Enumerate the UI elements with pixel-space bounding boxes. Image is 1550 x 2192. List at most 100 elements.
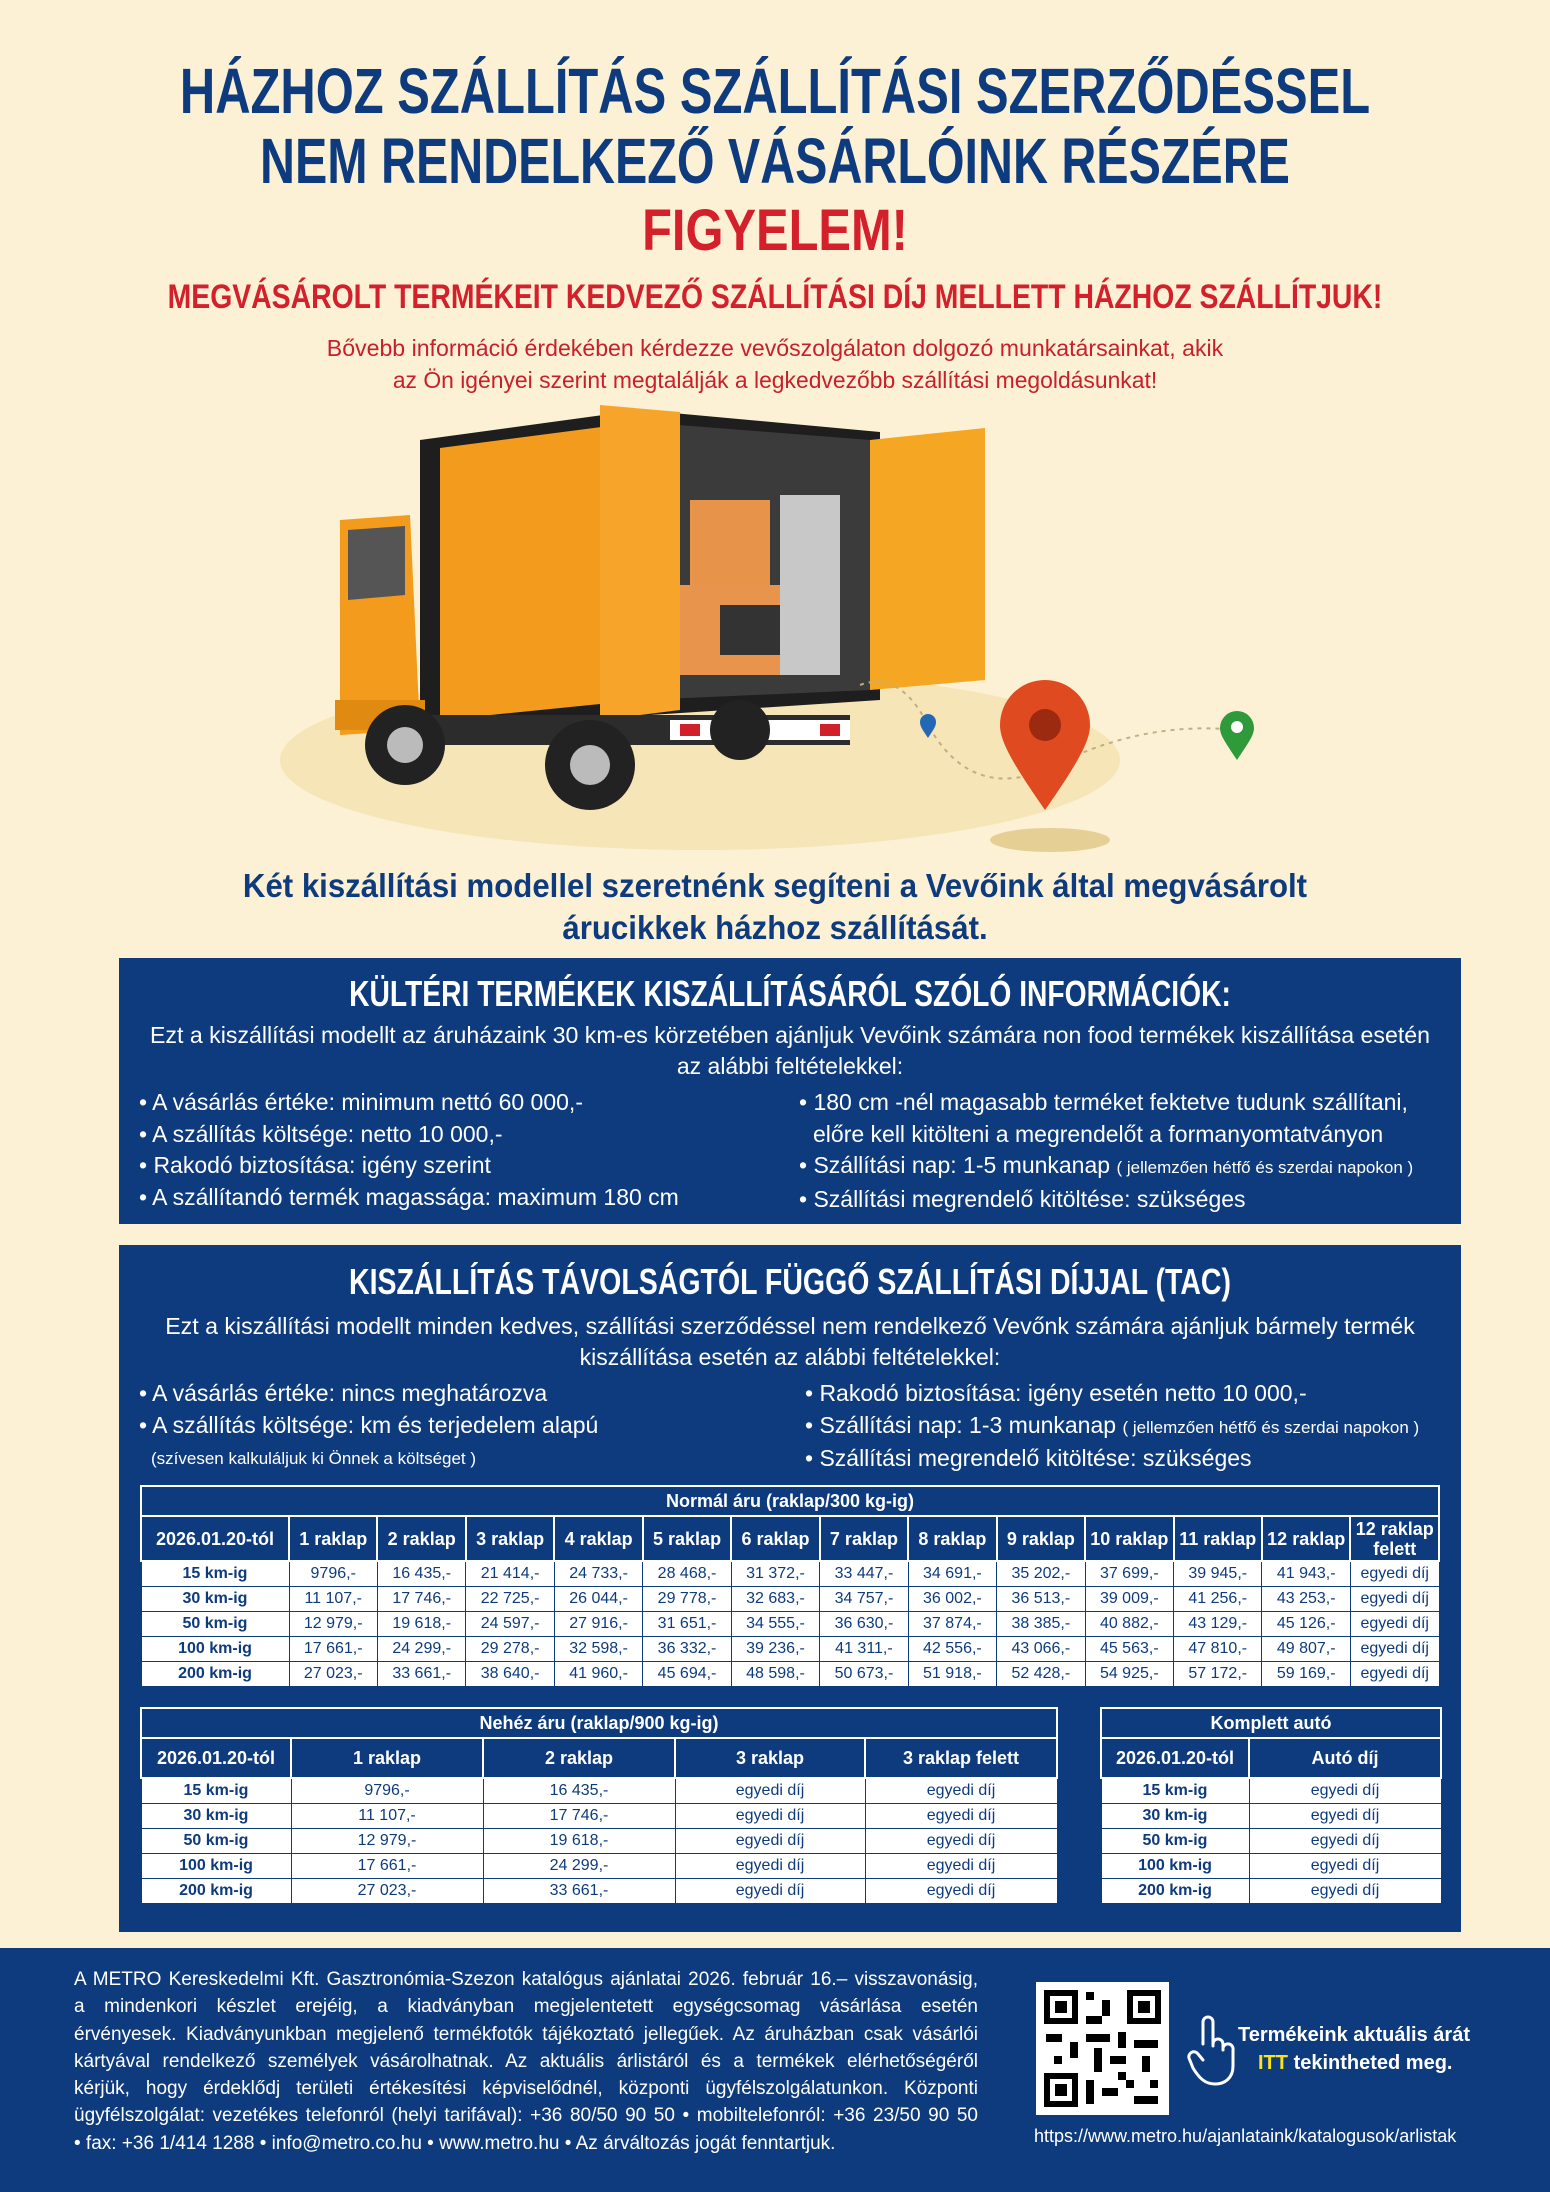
cta-rest: tekintheted meg. — [1293, 2052, 1453, 2074]
table-row: 200 km-ig 27 023,- 33 661,- egyedi díj egyed… — [140, 1878, 1058, 1904]
condition-text: • A vásárlás értéke: minimum nettó 60 00… — [139, 1089, 583, 1115]
table-caption: Nehéz áru (raklap/900 kg-ig) — [140, 1707, 1058, 1739]
table-cell: 24 733,- — [553, 1560, 644, 1587]
table-cell: egyedi díj — [1349, 1586, 1440, 1612]
section-outdoor: KÜLTÉRI TERMÉKEK KISZÁLLÍTÁSÁRÓL SZÓLÓ I… — [119, 958, 1461, 1224]
table-cell: 16 435,- — [376, 1560, 467, 1587]
legal-line: érvényesek. Kiadványunkban megjelenő ter… — [74, 2023, 978, 2045]
row-label: 50 km-ig — [1100, 1828, 1250, 1854]
table-cell: 33 661,- — [376, 1661, 467, 1687]
table-cell: 12 979,- — [288, 1611, 378, 1637]
table-cell: 24 597,- — [465, 1611, 555, 1637]
table-cell: 41 960,- — [553, 1661, 644, 1687]
table-cell: 27 916,- — [553, 1611, 644, 1637]
section-description: Ezt a kiszállítási modellt az áruházaink… — [149, 1022, 1431, 1048]
table-cell: 35 202,- — [996, 1560, 1086, 1587]
table-cell: 36 002,- — [907, 1586, 998, 1612]
table-cell: egyedi díj — [1248, 1853, 1442, 1879]
legal-line: kérjük, hogy érdeklődj területi értékesí… — [74, 2078, 978, 2100]
column-header: 5 raklap — [641, 1515, 733, 1562]
qr-code[interactable] — [1036, 1982, 1169, 2115]
table-row: 50 km-ig 12 979,- 19 618,- egyedi díj egyedi… — [140, 1828, 1058, 1854]
table-cell: 57 172,- — [1173, 1661, 1263, 1687]
table-cell: 31 372,- — [730, 1560, 821, 1587]
condition-text: • A szállítás költsége: km és terjedelem… — [139, 1411, 599, 1438]
row-label: 15 km-ig — [1100, 1777, 1250, 1804]
table-cell: egyedi díj — [1349, 1636, 1440, 1662]
condition-text: • Szállítási nap: 1-5 munkanap — [799, 1152, 1111, 1178]
section-title: KISZÁLLÍTÁS TÁVOLSÁGTÓL FÜGGŐ SZÁLLÍTÁSI… — [349, 1261, 1231, 1302]
table-cell: egyedi díj — [864, 1777, 1058, 1804]
table-cell: 33 661,- — [482, 1878, 676, 1904]
table-cell: 37 874,- — [907, 1611, 998, 1637]
cta: Termékeink aktuális árát ITT tekintheted… — [1238, 2021, 1470, 2077]
condition-item: • Szállítási nap: 1-3 munkanap ( jellemz… — [805, 1410, 1419, 1444]
legal-line: A METRO Kereskedelmi Kft. Gasztronómia-S… — [74, 1969, 978, 1990]
table-row: 15 km-ig egyedi díj — [1100, 1777, 1442, 1804]
condition-text: • A szállítandó termék magassága: maximu… — [139, 1183, 679, 1210]
condition-list: • 180 cm -nél magasabb terméket fektetve… — [799, 1087, 1413, 1215]
table-cell: 50 673,- — [819, 1661, 909, 1687]
section-description: Ezt a kiszállítási modellt minden kedves… — [165, 1313, 1415, 1339]
condition-item: • A szállítás költsége: netto 10 000,- — [139, 1119, 679, 1151]
cta-line: ITT tekintheted meg. — [1238, 2049, 1470, 2077]
condition-note: (szívesen kalkuláljuk ki Önnek a költség… — [151, 1449, 477, 1468]
legal-line: kártyával rendelkező személyek vásárolha… — [74, 2050, 978, 2072]
condition-item: • Szállítási nap: 1-5 munkanap ( jellemz… — [799, 1150, 1413, 1184]
section-title: KÜLTÉRI TERMÉKEK KISZÁLLÍTÁSÁRÓL SZÓLÓ I… — [349, 973, 1231, 1014]
table-cell: egyedi díj — [864, 1878, 1058, 1904]
condition-item: • Rakodó biztosítása: igény szerint — [139, 1150, 679, 1182]
table-row: 30 km-ig 11 107,- 17 746,- 22 725,- 26 044,-… — [140, 1586, 1440, 1612]
column-header: 3 raklap — [674, 1737, 866, 1779]
column-header: 12 raklap — [1260, 1515, 1352, 1562]
condition-item: • A szállítandó termék magassága: maximu… — [139, 1182, 679, 1214]
legal-text: A METRO Kereskedelmi Kft. Gasztronómia-S… — [74, 1966, 978, 2157]
row-label: 100 km-ig — [140, 1636, 290, 1662]
table-cell: 49 807,- — [1261, 1636, 1351, 1662]
price-table-heavy: Nehéz áru (raklap/900 kg-ig) 2026.01.20-t… — [140, 1707, 1058, 1904]
table-cell: 45 563,- — [1084, 1636, 1175, 1662]
table-cell: 9796,- — [290, 1777, 484, 1804]
info-line: az Ön igényei szerint megtalálják a legk… — [392, 367, 1158, 393]
table-cell: egyedi díj — [1248, 1803, 1442, 1829]
table-cell: egyedi díj — [674, 1828, 866, 1854]
condition-text: • A vásárlás értéke: nincs meghatározva — [139, 1380, 548, 1406]
title-line: NEM RENDELKEZŐ VÁSÁRLÓINK RÉSZÉRE — [260, 125, 1290, 197]
condition-item: • A vásárlás értéke: minimum nettó 60 00… — [139, 1087, 679, 1119]
table-cell: 24 299,- — [376, 1636, 467, 1662]
table-cell: 17 661,- — [288, 1636, 378, 1662]
table-cell: 39 945,- — [1173, 1560, 1263, 1587]
row-label: 15 km-ig — [140, 1560, 290, 1587]
column-header: 9 raklap — [995, 1515, 1087, 1562]
table-cell: 21 414,- — [465, 1560, 555, 1587]
header-row: 2026.01.20-tól 1 raklap 2 raklap 3 raklap 4 … — [140, 1515, 1440, 1562]
catalog-url[interactable]: https://www.metro.hu/ajanlataink/katalog… — [1034, 2126, 1457, 2146]
column-header: 2026.01.20-tól — [1100, 1737, 1250, 1779]
column-header: 2026.01.20-tól — [140, 1737, 292, 1779]
table-cell: egyedi díj — [1349, 1611, 1440, 1637]
table-cell: 34 691,- — [907, 1560, 998, 1587]
table-cell: 43 066,- — [996, 1636, 1086, 1662]
row-label: 200 km-ig — [1100, 1878, 1250, 1904]
table-cell: 36 513,- — [996, 1586, 1086, 1612]
cta-highlight[interactable]: ITT — [1258, 2052, 1288, 2074]
table-cell: 42 556,- — [907, 1636, 998, 1662]
condition-note: ( jellemzően hétfő és szerdai napokon ) — [1116, 1158, 1414, 1177]
condition-item: • Szállítási megrendelő kitöltése: szüks… — [799, 1184, 1413, 1216]
table-cell: 17 746,- — [376, 1586, 467, 1612]
condition-text: • Rakodó biztosítása: igény szerint — [139, 1152, 491, 1178]
condition-item: • A szállítás költsége: km és terjedelem… — [139, 1410, 598, 1442]
condition-item: (szívesen kalkuláljuk ki Önnek a költség… — [139, 1441, 598, 1475]
header-row: 2026.01.20-tól 1 raklap 2 raklap 3 raklap 3 … — [140, 1737, 1058, 1779]
table-cell: 19 618,- — [482, 1828, 676, 1854]
legal-line: a mindenkori készlet erejéig, a kiadvány… — [74, 1996, 978, 2018]
caption-row: Komplett autó — [1100, 1707, 1442, 1739]
condition-text: • Szállítási megrendelő kitöltése: szüks… — [799, 1185, 1246, 1212]
column-header: 3 raklap felett — [864, 1737, 1058, 1779]
table-cell: 40 882,- — [1084, 1611, 1175, 1637]
table-cell: egyedi díj — [674, 1777, 866, 1804]
table-cell: 34 555,- — [730, 1611, 821, 1637]
table-cell: egyedi díj — [1248, 1828, 1442, 1854]
column-header: 11 raklap — [1172, 1515, 1263, 1562]
